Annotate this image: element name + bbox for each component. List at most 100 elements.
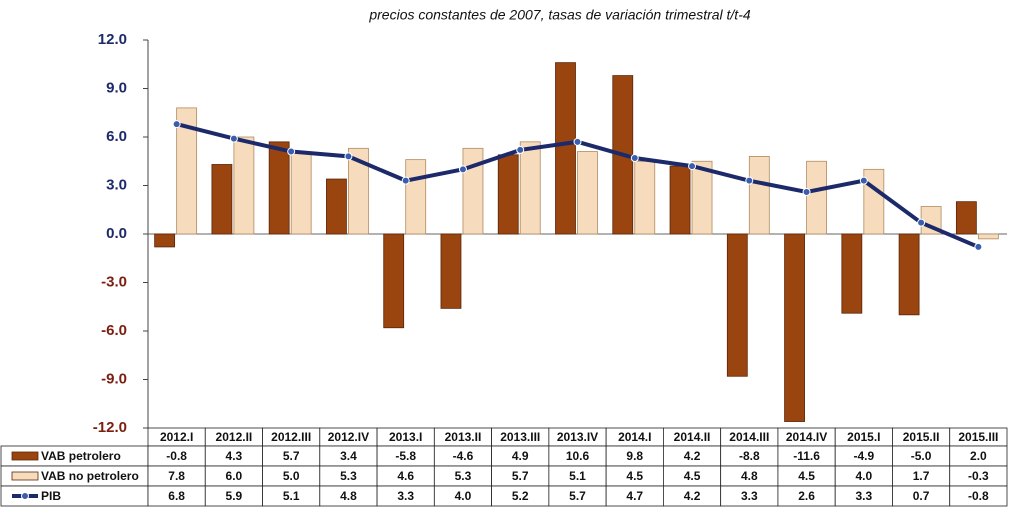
bar <box>211 164 233 235</box>
data-label: 6.8 <box>168 489 185 503</box>
data-label: 5.1 <box>569 469 586 483</box>
marker <box>573 137 582 146</box>
marker <box>344 152 353 161</box>
data-label: -8.8 <box>739 449 760 463</box>
data-label: 5.7 <box>283 449 300 463</box>
data-label: 3.3 <box>741 489 758 503</box>
data-label: 5.1 <box>283 489 300 503</box>
bar <box>784 233 805 422</box>
x-tick-label: 2013.I <box>389 430 422 444</box>
bar <box>268 141 290 235</box>
legend-label: PIB <box>41 489 61 503</box>
data-label: 7.8 <box>168 469 185 483</box>
bar <box>955 201 977 235</box>
data-label: -0.8 <box>166 449 187 463</box>
data-label: 2.6 <box>798 489 815 503</box>
bar <box>440 233 462 309</box>
data-label: -11.6 <box>793 449 820 463</box>
y-tick-label: -6.0 <box>101 322 127 339</box>
bar <box>669 165 691 235</box>
x-tick-label: 2015.III <box>958 430 998 444</box>
data-label: 4.5 <box>798 469 815 483</box>
bar <box>691 160 713 235</box>
table-cell <box>949 485 1008 507</box>
legend-label: VAB no petrolero <box>41 469 139 483</box>
data-label: 4.6 <box>397 469 414 483</box>
data-label: 5.7 <box>569 489 586 503</box>
chart-title: precios constantes de 2007, tasas de var… <box>368 7 751 23</box>
marker <box>859 176 868 185</box>
data-label: 4.2 <box>684 489 701 503</box>
bar <box>348 147 369 235</box>
data-label: 4.9 <box>512 449 529 463</box>
y-tick-label: -9.0 <box>101 370 127 387</box>
marker <box>516 145 525 154</box>
data-label: 6.0 <box>226 469 243 483</box>
x-tick-label: 2014.I <box>618 430 651 444</box>
marker <box>917 218 926 227</box>
data-label: 9.8 <box>626 449 643 463</box>
data-label: 3.4 <box>340 449 357 463</box>
data-label: 3.3 <box>397 489 414 503</box>
data-label: 4.2 <box>684 449 701 463</box>
marker <box>401 176 410 185</box>
data-label: 2.0 <box>970 449 987 463</box>
bar <box>977 233 999 240</box>
data-label: 4.7 <box>626 489 643 503</box>
marker <box>287 147 296 156</box>
bar <box>634 160 656 235</box>
bar <box>405 159 427 235</box>
y-tick-label: -12.0 <box>93 419 127 436</box>
data-label: 4.8 <box>741 469 758 483</box>
x-tick-label: 2014.III <box>729 430 769 444</box>
data-label: -4.6 <box>453 449 474 463</box>
marker <box>458 165 467 174</box>
data-label: 0.7 <box>913 489 930 503</box>
data-label: 3.3 <box>855 489 872 503</box>
data-label: 1.7 <box>913 469 930 483</box>
data-label: 5.9 <box>226 489 243 503</box>
legend-swatch <box>11 451 39 461</box>
marker <box>688 162 697 171</box>
bar <box>176 107 198 235</box>
marker <box>745 176 754 185</box>
x-tick-label: 2012.IV <box>328 430 369 444</box>
data-label: -0.8 <box>968 489 989 503</box>
x-tick-label: 2012.II <box>216 430 253 444</box>
bar <box>898 233 920 316</box>
x-tick-label: 2012.I <box>160 430 193 444</box>
bar <box>233 136 255 235</box>
data-label: 5.3 <box>455 469 472 483</box>
bar <box>806 160 827 235</box>
x-tick-label: 2013.IV <box>557 430 598 444</box>
marker <box>229 134 238 143</box>
legend-swatch <box>11 471 39 481</box>
bar <box>519 141 541 235</box>
marker <box>974 242 983 251</box>
x-tick-label: 2015.II <box>903 430 940 444</box>
x-tick-label: 2014.IV <box>786 430 827 444</box>
y-tick-label: 6.0 <box>106 128 127 145</box>
x-tick-label: 2013.II <box>445 430 482 444</box>
bar <box>290 152 312 235</box>
data-label: 10.6 <box>566 449 590 463</box>
bar <box>154 233 176 248</box>
data-label: 4.5 <box>684 469 701 483</box>
data-label: 5.2 <box>512 489 529 503</box>
bar <box>383 233 405 329</box>
data-label: 5.7 <box>512 469 529 483</box>
y-tick-label: -3.0 <box>101 273 127 290</box>
x-tick-label: 2013.III <box>500 430 540 444</box>
bar <box>726 233 748 377</box>
bar <box>462 147 484 235</box>
data-label: -4.9 <box>853 449 874 463</box>
y-tick-label: 3.0 <box>106 176 127 193</box>
data-label: 5.0 <box>283 469 300 483</box>
bar <box>841 233 863 314</box>
bar <box>497 154 519 235</box>
bar <box>577 151 598 235</box>
x-tick-label: 2015.I <box>847 430 880 444</box>
data-label: 4.5 <box>626 469 643 483</box>
marker <box>630 154 639 163</box>
